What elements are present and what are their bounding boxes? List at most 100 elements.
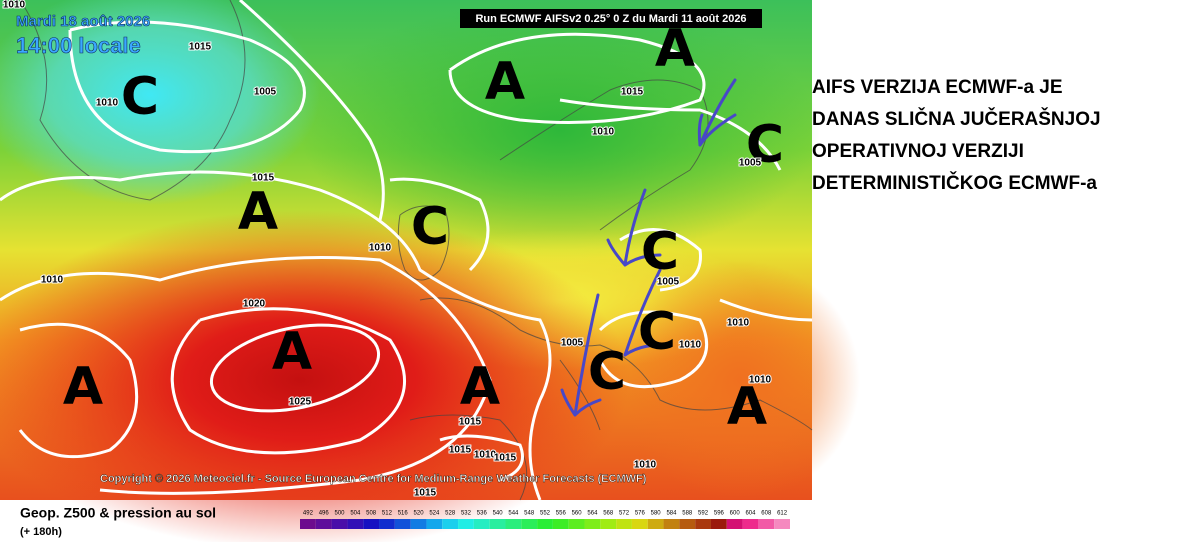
run-info: Run ECMWF AIFSv2 0.25° 0 Z du Mardi 11 a…	[475, 13, 746, 25]
legend-label: 516	[398, 511, 409, 517]
annotation-line: OPERATIVNOJ VERZIJI	[812, 141, 1024, 162]
legend-swatch	[458, 519, 474, 529]
pressure-center: A	[63, 357, 103, 417]
legend-swatch	[505, 519, 522, 529]
annotation-line: DETERMINISTIČKOG ECMWF-a	[812, 172, 1097, 194]
map	[0, 0, 860, 542]
legend-swatch	[363, 519, 380, 529]
pressure-center: C	[746, 115, 784, 175]
legend-label: 540	[493, 511, 504, 517]
field	[300, 0, 820, 260]
legend-label: 568	[603, 511, 614, 517]
isobar-label: 1015	[414, 488, 437, 499]
isobar-label: 1010	[727, 318, 750, 329]
legend-swatch	[679, 519, 696, 529]
legend-swatch	[695, 519, 711, 529]
annotation-line: DANAS SLIČNA JUČERAŠNJOJ	[812, 108, 1101, 130]
pressure-center: A	[272, 322, 312, 382]
legend-label: 500	[335, 511, 346, 517]
hand-arrows	[560, 78, 737, 417]
legend-swatch	[742, 519, 759, 529]
legend-swatch	[347, 519, 364, 529]
pressure-center: C	[638, 302, 676, 362]
legend-label: 520	[414, 511, 425, 517]
legend-swatch	[300, 519, 316, 529]
isobar-label: 1005	[254, 87, 277, 98]
isobar-label: 1010	[474, 450, 497, 461]
legend-label: 512	[382, 511, 393, 517]
isobar-label: 1010	[749, 375, 772, 386]
legend-swatch	[758, 519, 775, 529]
legend-label: 584	[666, 511, 677, 517]
legend-label: 508	[366, 511, 377, 517]
coastlines	[19, 0, 813, 501]
copyright: Copyright © 2026 Meteociel.fr - Source E…	[100, 473, 647, 485]
run-box	[460, 9, 762, 28]
legend-swatch	[616, 519, 632, 529]
isobar-label: 1015	[459, 417, 482, 428]
legend-label: 564	[587, 511, 598, 517]
isobar-label: 1025	[289, 397, 312, 408]
legend-label: 600	[730, 511, 741, 517]
map-date: Mardi 18 août 2026	[16, 13, 150, 30]
pressure-center: A	[460, 357, 500, 417]
legend-label: 524	[429, 511, 440, 517]
legend-label: 604	[745, 511, 756, 517]
field	[0, 0, 320, 205]
legend-label: 576	[635, 511, 646, 517]
legend-label: 552	[540, 511, 551, 517]
isobar-label: 1005	[657, 277, 680, 288]
isobar-label: 1010	[41, 275, 64, 286]
legend-label: 496	[319, 511, 330, 517]
legend-label: 536	[477, 511, 488, 517]
isobar-label: 1010	[634, 460, 657, 471]
legend-swatch	[584, 519, 601, 529]
legend-swatch	[710, 519, 727, 529]
legend-swatch	[600, 519, 617, 529]
legend-swatch	[394, 519, 411, 529]
isobar-label: 1010	[679, 340, 702, 351]
legend-swatch	[647, 519, 664, 529]
pressure-center: C	[588, 342, 626, 402]
legend-swatch	[663, 519, 680, 529]
footer-lead: (+ 180h)	[20, 526, 62, 538]
legend-label: 580	[651, 511, 662, 517]
isobar-label: 1010	[3, 0, 26, 11]
pressure-center: C	[641, 222, 679, 282]
legend-swatch	[379, 519, 395, 529]
pressure-center: A	[485, 52, 525, 112]
legend-swatch	[521, 519, 538, 529]
legend-swatch	[631, 519, 648, 529]
legend-swatch	[331, 519, 348, 529]
legend-swatch	[726, 519, 743, 529]
legend-swatch	[489, 519, 506, 529]
legend-label: 592	[698, 511, 709, 517]
isobar-label: 1005	[561, 338, 584, 349]
legend-label: 504	[350, 511, 361, 517]
isobar-label: 1015	[252, 173, 275, 184]
legend-label: 560	[572, 511, 583, 517]
legend-label: 528	[445, 511, 456, 517]
pressure-center: A	[655, 19, 695, 79]
isobar-label: 1015	[189, 42, 212, 53]
legend-swatch	[442, 519, 459, 529]
legend-swatch	[537, 519, 553, 529]
footer-title: Geop. Z500 & pression au sol	[20, 505, 216, 521]
pressure-center: C	[121, 67, 159, 127]
legend-swatch	[315, 519, 332, 529]
legend-label: 548	[524, 511, 535, 517]
isobar-label: 1020	[243, 299, 266, 310]
legend-label: 572	[619, 511, 630, 517]
legend-label: 556	[556, 511, 567, 517]
pressure-center: A	[238, 182, 278, 242]
map-time: 14:00 locale	[16, 33, 141, 58]
legend-label: 544	[508, 511, 519, 517]
pressure-center: C	[411, 197, 449, 257]
isobar-label: 1010	[369, 243, 392, 254]
pressure-center: A	[727, 377, 767, 437]
legend-label: 608	[761, 511, 772, 517]
isobar-label: 1015	[494, 453, 517, 464]
legend-label: 588	[682, 511, 693, 517]
